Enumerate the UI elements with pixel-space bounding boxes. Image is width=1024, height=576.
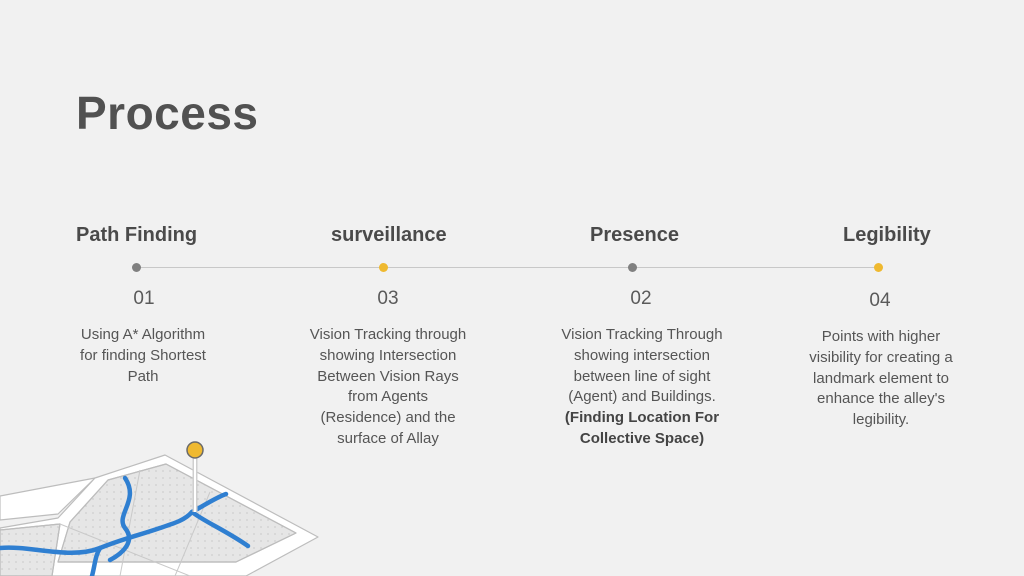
step-description-presence: Vision Tracking Through showing intersec… — [561, 326, 723, 447]
river-lines — [0, 475, 251, 576]
step-heading-path-finding: Path Finding — [76, 224, 198, 246]
step-number-4: 04 — [869, 290, 891, 311]
timeline-dot-1 — [132, 263, 141, 272]
page-title: Process — [76, 87, 259, 139]
step-number-1: 01 — [133, 288, 155, 309]
folded-map-illustration — [0, 441, 319, 576]
step-description-legibility: Points with higher visibility for creati… — [809, 328, 953, 429]
map-panels — [0, 454, 319, 576]
step-description-path-finding: Using A* Algorithm for finding Shortest … — [80, 326, 206, 385]
map-pin-icon — [186, 441, 204, 512]
timeline-dot-3 — [628, 263, 637, 272]
step-description-surveillance: Vision Tracking through showing Intersec… — [309, 326, 467, 447]
timeline-dot-4 — [874, 263, 883, 272]
step-number-2: 03 — [377, 288, 399, 309]
step-number-3: 02 — [630, 288, 652, 309]
timeline-dot-2 — [379, 263, 388, 272]
step-heading-surveillance: surveillance — [331, 224, 447, 246]
step-heading-presence: Presence — [590, 224, 679, 246]
timeline-line — [137, 267, 878, 268]
step-heading-legibility: Legibility — [843, 224, 931, 246]
